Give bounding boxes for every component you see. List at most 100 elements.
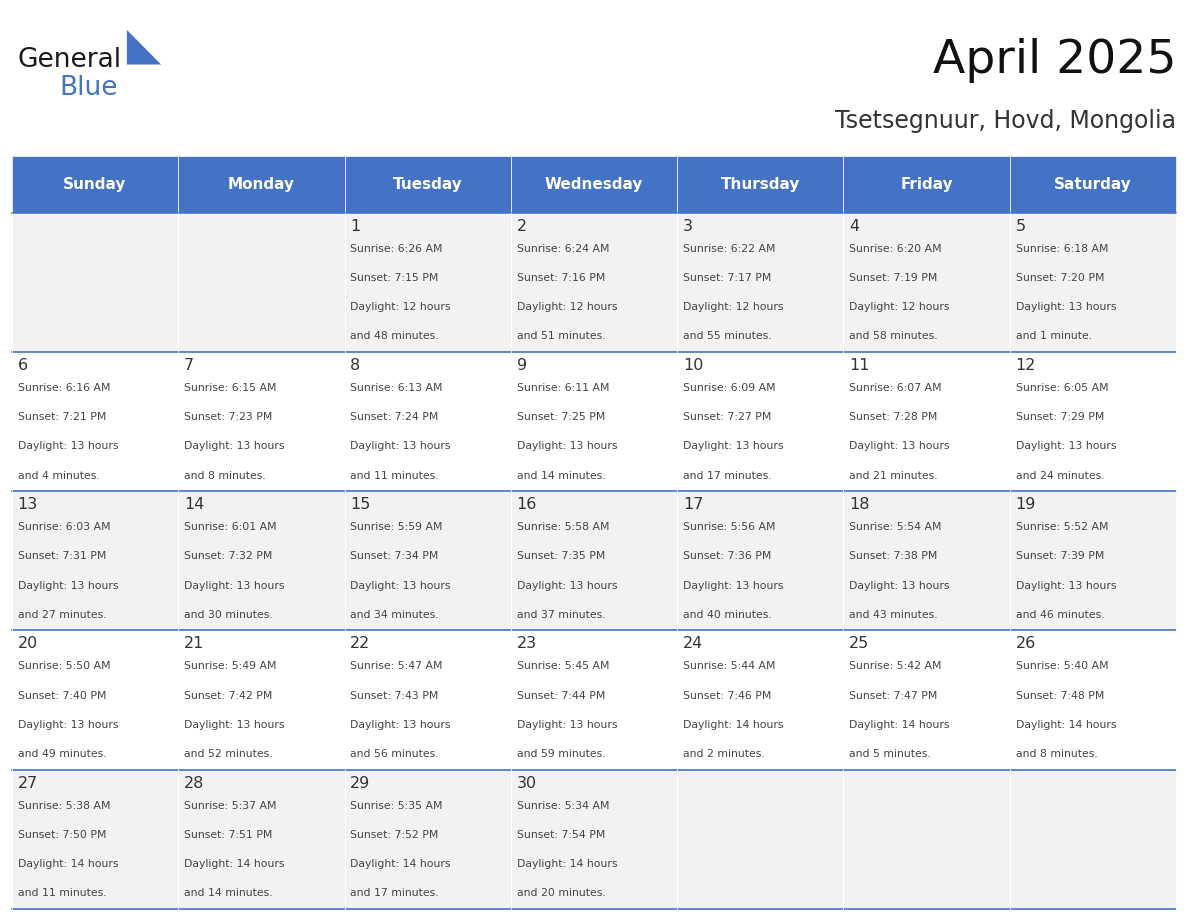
- Text: Sunset: 7:20 PM: Sunset: 7:20 PM: [1016, 273, 1104, 283]
- Text: and 8 minutes.: and 8 minutes.: [1016, 749, 1098, 759]
- Bar: [12, 769, 178, 909]
- Bar: [178, 769, 345, 909]
- Text: and 24 minutes.: and 24 minutes.: [1016, 471, 1105, 481]
- Bar: [345, 769, 511, 909]
- Text: Daylight: 12 hours: Daylight: 12 hours: [350, 302, 450, 312]
- Text: Sunrise: 6:03 AM: Sunrise: 6:03 AM: [18, 522, 110, 532]
- Text: Sunset: 7:43 PM: Sunset: 7:43 PM: [350, 690, 438, 700]
- Text: Daylight: 13 hours: Daylight: 13 hours: [350, 720, 450, 730]
- Text: and 34 minutes.: and 34 minutes.: [350, 610, 440, 620]
- Text: Sunrise: 5:34 AM: Sunrise: 5:34 AM: [517, 800, 609, 811]
- Text: 8: 8: [350, 358, 361, 373]
- Bar: [345, 352, 511, 491]
- Text: Sunrise: 5:47 AM: Sunrise: 5:47 AM: [350, 661, 443, 671]
- Bar: [843, 352, 1010, 491]
- Text: Daylight: 13 hours: Daylight: 13 hours: [18, 720, 118, 730]
- Text: 14: 14: [184, 497, 204, 512]
- Bar: [843, 212, 1010, 352]
- Text: Daylight: 13 hours: Daylight: 13 hours: [1016, 302, 1116, 312]
- Text: and 49 minutes.: and 49 minutes.: [18, 749, 107, 759]
- Bar: [843, 769, 1010, 909]
- Bar: [511, 352, 677, 491]
- Text: Sunrise: 5:56 AM: Sunrise: 5:56 AM: [683, 522, 776, 532]
- Text: Tsetsegnuur, Hovd, Mongolia: Tsetsegnuur, Hovd, Mongolia: [835, 108, 1176, 132]
- Text: 2: 2: [517, 218, 526, 233]
- Text: and 46 minutes.: and 46 minutes.: [1016, 610, 1105, 620]
- Text: Daylight: 13 hours: Daylight: 13 hours: [18, 580, 118, 590]
- Text: Sunrise: 6:15 AM: Sunrise: 6:15 AM: [184, 383, 277, 393]
- Bar: [345, 491, 511, 631]
- Bar: [1010, 352, 1176, 491]
- Text: 16: 16: [517, 497, 537, 512]
- Bar: [1010, 491, 1176, 631]
- Text: Sunset: 7:48 PM: Sunset: 7:48 PM: [1016, 690, 1104, 700]
- Text: Sunrise: 6:22 AM: Sunrise: 6:22 AM: [683, 243, 776, 253]
- Text: Sunset: 7:47 PM: Sunset: 7:47 PM: [849, 690, 937, 700]
- Text: 28: 28: [184, 776, 204, 790]
- Bar: [178, 491, 345, 631]
- Text: Sunrise: 5:40 AM: Sunrise: 5:40 AM: [1016, 661, 1108, 671]
- Text: 30: 30: [517, 776, 537, 790]
- Text: Sunset: 7:15 PM: Sunset: 7:15 PM: [350, 273, 438, 283]
- Bar: [178, 352, 345, 491]
- Text: Daylight: 13 hours: Daylight: 13 hours: [683, 580, 783, 590]
- Text: Sunrise: 6:20 AM: Sunrise: 6:20 AM: [849, 243, 942, 253]
- Text: Sunset: 7:54 PM: Sunset: 7:54 PM: [517, 830, 605, 840]
- Text: and 59 minutes.: and 59 minutes.: [517, 749, 606, 759]
- Text: and 58 minutes.: and 58 minutes.: [849, 331, 939, 341]
- Text: 10: 10: [683, 358, 703, 373]
- Text: Daylight: 12 hours: Daylight: 12 hours: [683, 302, 783, 312]
- Bar: [1010, 769, 1176, 909]
- Text: Daylight: 13 hours: Daylight: 13 hours: [350, 580, 450, 590]
- Bar: [178, 212, 345, 352]
- Text: Daylight: 12 hours: Daylight: 12 hours: [849, 302, 949, 312]
- Text: 27: 27: [18, 776, 38, 790]
- Bar: [178, 631, 345, 769]
- Text: Sunrise: 5:35 AM: Sunrise: 5:35 AM: [350, 800, 443, 811]
- Bar: [677, 352, 843, 491]
- Text: 13: 13: [18, 497, 38, 512]
- Text: 17: 17: [683, 497, 703, 512]
- Text: 24: 24: [683, 636, 703, 651]
- Bar: [345, 631, 511, 769]
- Text: Sunrise: 5:45 AM: Sunrise: 5:45 AM: [517, 661, 609, 671]
- Text: Sunrise: 6:11 AM: Sunrise: 6:11 AM: [517, 383, 609, 393]
- Text: and 52 minutes.: and 52 minutes.: [184, 749, 273, 759]
- Text: Daylight: 14 hours: Daylight: 14 hours: [849, 720, 949, 730]
- Text: General: General: [18, 47, 121, 73]
- Text: Sunrise: 5:38 AM: Sunrise: 5:38 AM: [18, 800, 110, 811]
- Text: and 20 minutes.: and 20 minutes.: [517, 889, 606, 899]
- Text: and 48 minutes.: and 48 minutes.: [350, 331, 440, 341]
- Text: Sunrise: 5:42 AM: Sunrise: 5:42 AM: [849, 661, 942, 671]
- Bar: [345, 156, 511, 212]
- Text: and 14 minutes.: and 14 minutes.: [517, 471, 606, 481]
- Text: and 11 minutes.: and 11 minutes.: [350, 471, 440, 481]
- Text: Daylight: 14 hours: Daylight: 14 hours: [1016, 720, 1116, 730]
- Text: Sunrise: 6:01 AM: Sunrise: 6:01 AM: [184, 522, 277, 532]
- Text: Sunset: 7:39 PM: Sunset: 7:39 PM: [1016, 552, 1104, 562]
- Text: Sunrise: 5:37 AM: Sunrise: 5:37 AM: [184, 800, 277, 811]
- Text: 7: 7: [184, 358, 194, 373]
- Text: Sunset: 7:46 PM: Sunset: 7:46 PM: [683, 690, 771, 700]
- Text: Daylight: 13 hours: Daylight: 13 hours: [18, 442, 118, 452]
- Text: and 17 minutes.: and 17 minutes.: [683, 471, 772, 481]
- Text: Sunrise: 5:44 AM: Sunrise: 5:44 AM: [683, 661, 776, 671]
- Text: Thursday: Thursday: [721, 177, 800, 192]
- Text: Daylight: 13 hours: Daylight: 13 hours: [184, 442, 284, 452]
- Bar: [511, 769, 677, 909]
- Text: Monday: Monday: [228, 177, 295, 192]
- Text: 15: 15: [350, 497, 371, 512]
- Bar: [1010, 631, 1176, 769]
- Text: and 27 minutes.: and 27 minutes.: [18, 610, 107, 620]
- Text: and 51 minutes.: and 51 minutes.: [517, 331, 606, 341]
- Text: Sunrise: 5:54 AM: Sunrise: 5:54 AM: [849, 522, 942, 532]
- Text: 12: 12: [1016, 358, 1036, 373]
- Text: and 30 minutes.: and 30 minutes.: [184, 610, 273, 620]
- Bar: [12, 352, 178, 491]
- Bar: [511, 156, 677, 212]
- Text: Sunset: 7:23 PM: Sunset: 7:23 PM: [184, 412, 272, 422]
- Text: Sunset: 7:31 PM: Sunset: 7:31 PM: [18, 552, 106, 562]
- Text: 1: 1: [350, 218, 361, 233]
- Text: Sunset: 7:25 PM: Sunset: 7:25 PM: [517, 412, 605, 422]
- Bar: [345, 212, 511, 352]
